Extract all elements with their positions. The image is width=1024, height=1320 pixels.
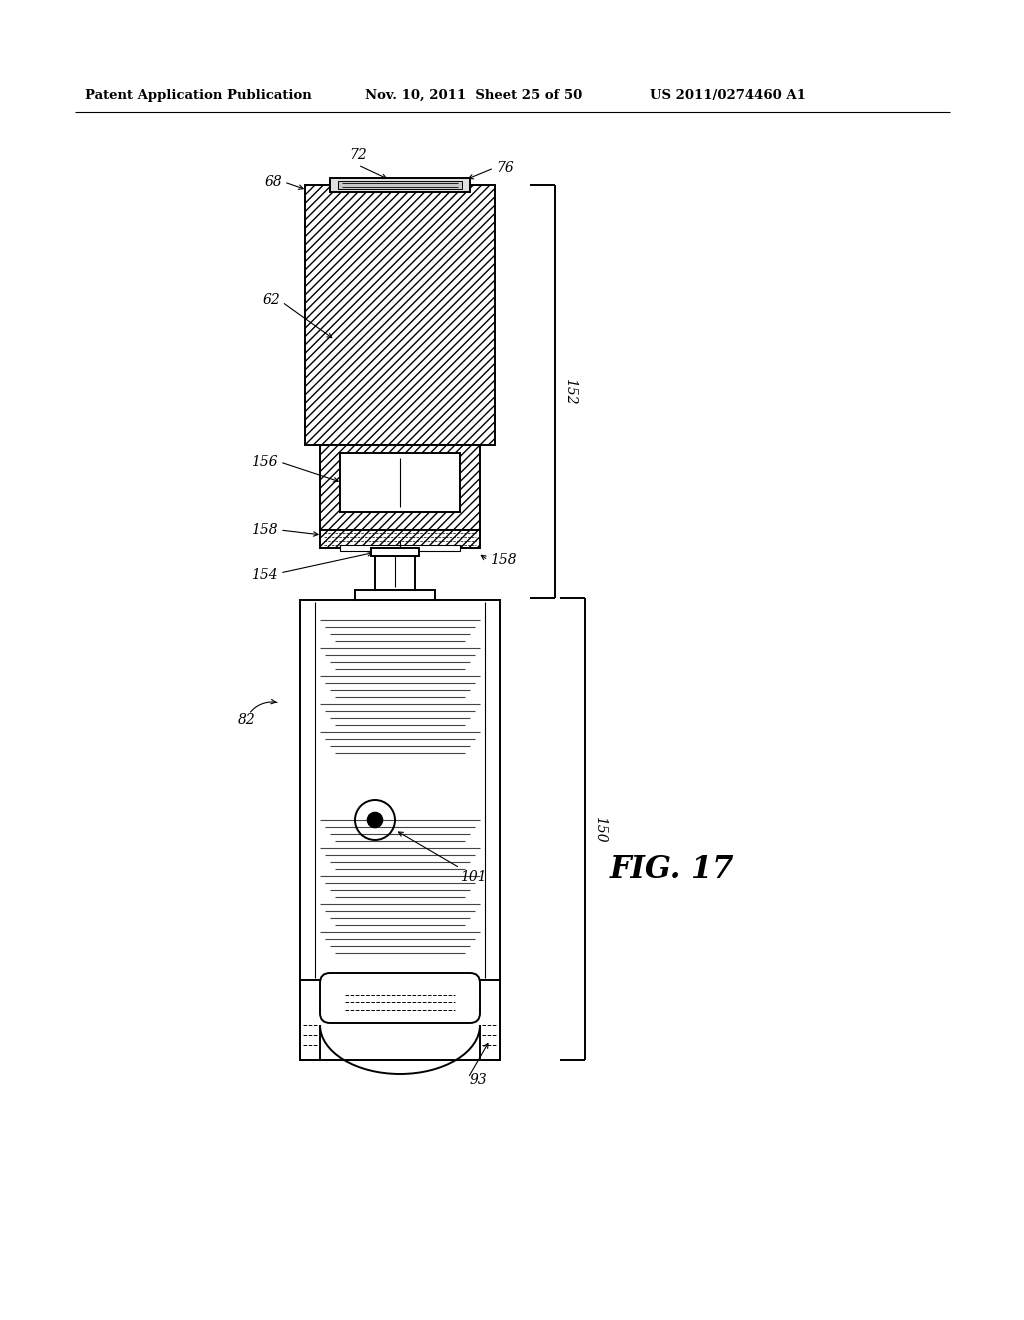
Text: 152: 152 (563, 378, 577, 404)
Circle shape (368, 812, 383, 828)
Text: 150: 150 (593, 816, 607, 842)
Text: Patent Application Publication: Patent Application Publication (85, 88, 311, 102)
Text: FIG. 17: FIG. 17 (610, 854, 734, 886)
Bar (355, 590, 435, 601)
Bar (340, 453, 460, 512)
Bar (300, 979, 500, 1060)
Bar (319, 531, 480, 548)
Text: 156: 156 (251, 455, 278, 469)
Bar (319, 445, 480, 531)
Text: 82: 82 (239, 713, 256, 727)
Text: US 2011/0274460 A1: US 2011/0274460 A1 (650, 88, 806, 102)
Bar (371, 548, 419, 556)
Text: 93: 93 (470, 1073, 487, 1086)
Bar (340, 545, 460, 550)
Text: 158: 158 (251, 523, 278, 537)
Text: 72: 72 (349, 148, 367, 162)
Text: 62: 62 (262, 293, 280, 308)
Text: 76: 76 (496, 161, 514, 176)
Bar (300, 601, 500, 1060)
Bar (305, 185, 495, 445)
Text: 101: 101 (460, 870, 486, 884)
FancyBboxPatch shape (319, 973, 480, 1023)
Text: Nov. 10, 2011  Sheet 25 of 50: Nov. 10, 2011 Sheet 25 of 50 (365, 88, 583, 102)
Bar (375, 548, 415, 590)
Bar (330, 178, 470, 191)
Bar (338, 181, 462, 189)
Text: 158: 158 (490, 553, 517, 568)
Text: 154: 154 (251, 568, 278, 582)
Text: 68: 68 (264, 176, 282, 189)
